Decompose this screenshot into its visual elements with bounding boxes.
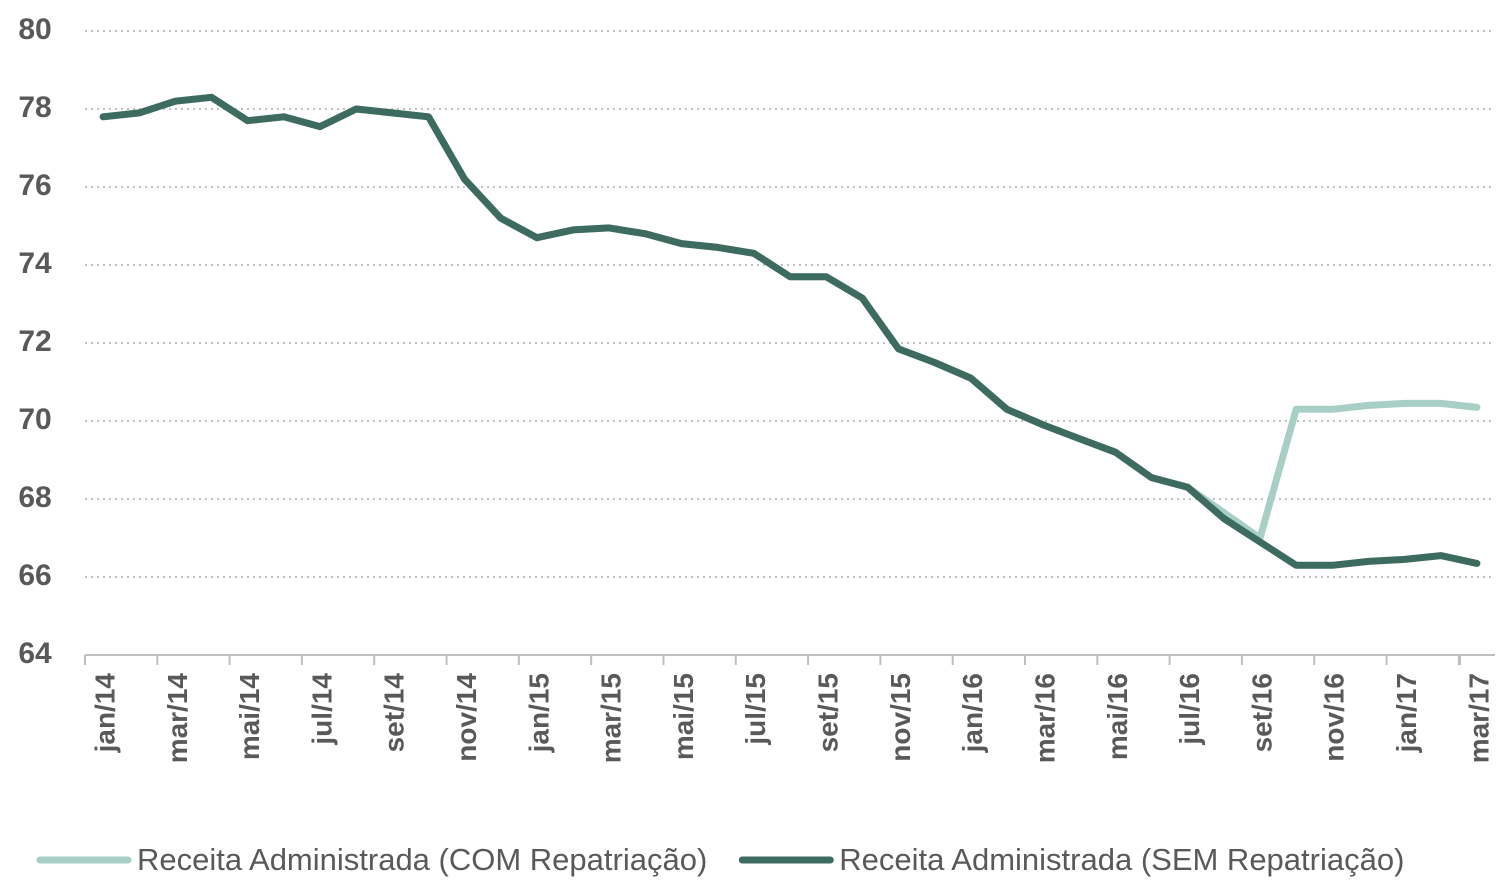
- x-tick-label: mai/16: [1102, 673, 1133, 760]
- x-tick-label: nov/16: [1319, 673, 1350, 762]
- x-tick-label: mai/15: [668, 673, 699, 760]
- x-tick-label: mar/17: [1463, 673, 1494, 763]
- y-tick-label: 80: [18, 13, 51, 46]
- x-tick-label: jul/16: [1174, 673, 1205, 746]
- x-tick-label: mar/16: [1029, 673, 1060, 763]
- y-tick-label: 64: [18, 637, 52, 670]
- x-tick-label: jan/14: [89, 673, 120, 754]
- x-tick-label: jan/17: [1391, 673, 1422, 753]
- x-tick-label: set/14: [379, 673, 410, 753]
- x-tick-label: jul/15: [740, 673, 771, 746]
- series-line: [99, 93, 1481, 542]
- y-tick-label: 74: [18, 247, 52, 280]
- y-tick-label: 68: [18, 481, 51, 514]
- x-tick-label: set/16: [1246, 673, 1277, 752]
- x-tick-label: mai/14: [234, 673, 265, 761]
- x-tick-label: nov/14: [451, 673, 482, 762]
- legend-label: Receita Administrada (SEM Repatriação): [839, 842, 1404, 877]
- x-tick-label: jan/16: [957, 673, 988, 753]
- y-tick-label: 66: [18, 559, 51, 592]
- y-tick-label: 78: [18, 91, 51, 124]
- y-tick-label: 72: [18, 325, 51, 358]
- x-tick-label: set/15: [813, 673, 844, 752]
- x-tick-label: mar/14: [162, 673, 193, 764]
- x-tick-label: mar/15: [596, 673, 627, 763]
- series-line: [99, 93, 1481, 569]
- x-tick-label: nov/15: [885, 673, 916, 762]
- x-tick-label: jul/14: [306, 673, 337, 746]
- legend-label: Receita Administrada (COM Repatriação): [137, 842, 707, 877]
- x-tick-label: jan/15: [523, 673, 554, 753]
- y-tick-label: 76: [18, 169, 51, 202]
- y-tick-label: 70: [18, 403, 51, 436]
